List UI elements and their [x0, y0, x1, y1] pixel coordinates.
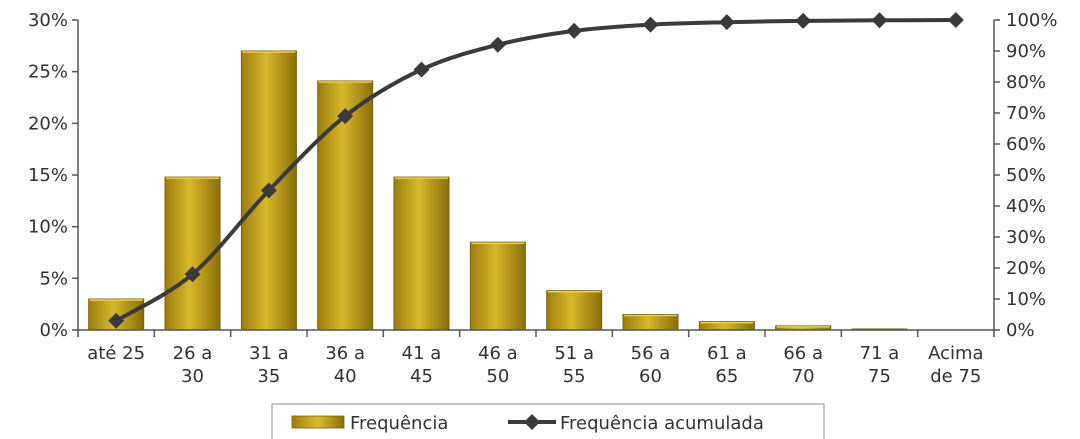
- legend-swatch-marker: [524, 414, 540, 430]
- legend-label-bar: Frequência: [350, 413, 448, 434]
- bars-layer: [88, 50, 908, 331]
- left-axis-tick-label: 25%: [28, 62, 68, 83]
- right-axis-tick-label: 20%: [1006, 258, 1046, 279]
- cumulative-point-marker: [718, 14, 735, 31]
- cumulative-line-layer: [108, 12, 964, 329]
- right-axis-tick-label: 0%: [1006, 320, 1035, 341]
- cumulative-point-marker: [413, 61, 430, 78]
- right-axis-tick-label: 60%: [1006, 134, 1046, 155]
- cumulative-point-marker: [184, 266, 201, 283]
- x-axis-tick-label: 46 a 50: [478, 343, 518, 387]
- cumulative-point-marker: [566, 22, 583, 39]
- x-axis-tick-label: 61 a 65: [707, 343, 747, 387]
- right-axis-tick-label: 30%: [1006, 227, 1046, 248]
- x-axis-tick-label: 26 a 30: [173, 343, 213, 387]
- left-axis-tick-label: 20%: [28, 113, 68, 134]
- bar: [393, 176, 450, 331]
- right-axis-tick-label: 70%: [1006, 103, 1046, 124]
- x-axis-tick-label: 36 a 40: [325, 343, 365, 387]
- axes-layer: [72, 19, 1000, 337]
- legend-swatch-bar: [291, 415, 345, 429]
- right-axis-tick-label: 80%: [1006, 72, 1046, 93]
- cumulative-point-marker: [260, 182, 277, 199]
- cumulative-point-marker: [871, 12, 888, 29]
- legend: Frequência Frequência acumulada: [271, 403, 825, 439]
- left-axis-tick-label: 10%: [28, 217, 68, 238]
- bar: [469, 241, 526, 331]
- x-axis-tick-label: 51 a 55: [554, 343, 594, 387]
- x-axis-tick-label: até 25: [87, 343, 145, 364]
- x-axis-tick-label: Acima de 75: [928, 343, 983, 387]
- left-axis-tick-label: 15%: [28, 165, 68, 186]
- legend-label-line: Frequência acumulada: [560, 413, 764, 434]
- left-axis-tick-label: 5%: [39, 268, 68, 289]
- x-axis-tick-label: 41 a 45: [402, 343, 442, 387]
- cumulative-point-marker: [795, 12, 812, 29]
- bar: [546, 290, 603, 331]
- right-axis-tick-label: 50%: [1006, 165, 1046, 186]
- cumulative-point-marker: [947, 12, 964, 28]
- cumulative-point-marker: [337, 108, 354, 125]
- left-axis-tick-label: 30%: [28, 10, 68, 31]
- left-axis-tick-label: 0%: [39, 320, 68, 341]
- right-axis-tick-label: 40%: [1006, 196, 1046, 217]
- cumulative-point-marker: [108, 312, 125, 329]
- right-axis-tick-label: 90%: [1006, 41, 1046, 62]
- right-axis-tick-label: 100%: [1006, 10, 1057, 31]
- labels-layer: 0% 5% 10% 15% 20% 25% 30% 0% 10% 20% 30% 40% 50% 60% 7…: [28, 10, 1057, 387]
- bar: [622, 314, 679, 331]
- x-axis-tick-label: 56 a 60: [631, 343, 671, 387]
- right-axis-tick-label: 10%: [1006, 289, 1046, 310]
- cumulative-point-marker: [489, 36, 506, 53]
- x-axis-tick-label: 71 a 75: [860, 343, 900, 387]
- x-axis-tick-label: 31 a 35: [249, 343, 289, 387]
- cumulative-point-marker: [642, 16, 659, 33]
- x-axis-tick-label: 66 a 70: [783, 343, 823, 387]
